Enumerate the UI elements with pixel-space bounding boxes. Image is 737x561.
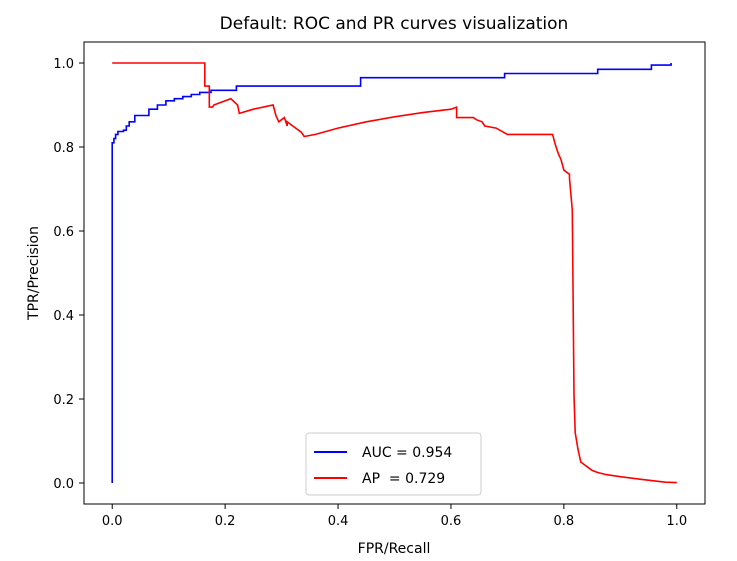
x-tick-label: 0.6 <box>441 514 462 529</box>
x-tick-label: 0.8 <box>554 514 575 529</box>
y-tick-label: 0.2 <box>53 393 74 408</box>
y-tick-label: 0.4 <box>53 309 74 324</box>
x-axis-ticks: 0.0 0.2 0.4 0.6 0.8 1.0 <box>102 504 687 529</box>
x-axis-label: FPR/Recall <box>358 541 431 557</box>
legend-box <box>305 432 482 496</box>
series-line-ap <box>112 62 677 484</box>
y-tick-label: 1.0 <box>53 57 74 72</box>
y-tick-label: 0.0 <box>53 477 74 492</box>
plot-area <box>83 41 706 505</box>
series-layer <box>111 62 677 484</box>
axes-frame <box>83 41 706 505</box>
y-axis-label: TPR/Precision <box>26 226 42 321</box>
x-tick-label: 0.2 <box>215 514 236 529</box>
y-tick-label: 0.6 <box>53 225 74 240</box>
legend-label-auc: AUC = 0.954 <box>362 445 452 461</box>
x-tick-label: 0.4 <box>328 514 349 529</box>
legend-label-ap: AP = 0.729 <box>362 471 445 487</box>
chart-title: Default: ROC and PR curves visualization <box>220 14 569 34</box>
series-line-auc <box>111 63 672 483</box>
x-tick-label: 1.0 <box>666 514 687 529</box>
x-tick-label: 0.0 <box>102 514 123 529</box>
legend: AUC = 0.954 AP = 0.729 <box>305 432 482 496</box>
y-tick-label: 0.8 <box>53 141 74 156</box>
y-axis-ticks: 0.0 0.2 0.4 0.6 0.8 1.0 <box>53 57 84 492</box>
